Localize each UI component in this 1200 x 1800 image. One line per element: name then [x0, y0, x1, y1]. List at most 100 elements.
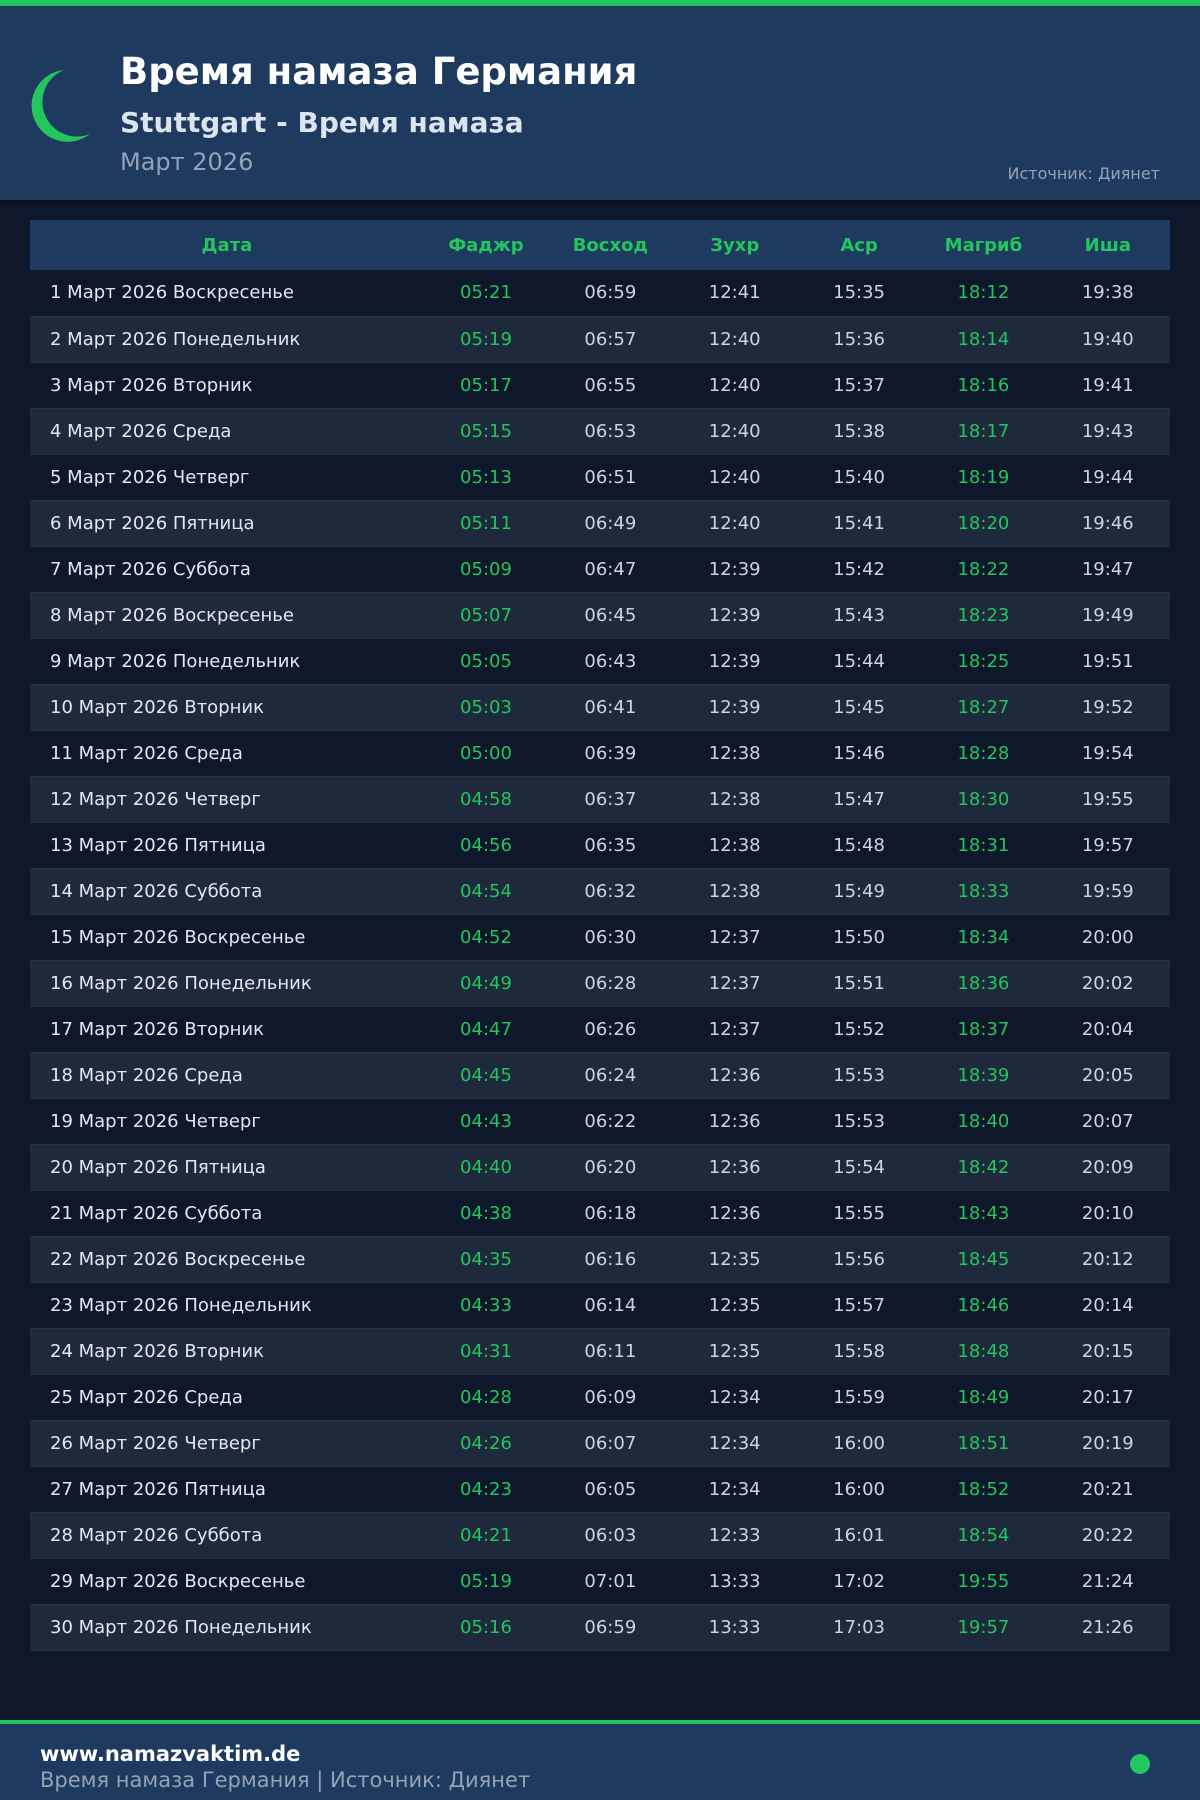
table-row: 26 Март 2026 Четверг 04:26 06:07 12:34 16:00…	[30, 1420, 1170, 1466]
time-cell: 15:56	[833, 1248, 885, 1270]
time-cell: 18:49	[957, 1386, 1010, 1408]
time-cell: 12:38	[708, 742, 761, 764]
page-header: Время намаза Германия Stuttgart - Время …	[0, 6, 1200, 200]
table-row: 13 Март 2026 Пятница 04:56 06:35 12:38 15:48…	[30, 822, 1170, 868]
time-cell: 12:35	[708, 1294, 761, 1316]
time-cell: 18:20	[957, 512, 1010, 534]
table-row: 12 Март 2026 Четверг 04:58 06:37 12:38 15:47…	[30, 776, 1170, 822]
time-cell: 15:58	[833, 1340, 885, 1362]
time-cell: 04:54	[460, 880, 512, 902]
table-row: 15 Март 2026 Воскресенье 04:52 06:30 12:37 1…	[30, 914, 1170, 960]
time-cell: 15:44	[833, 650, 885, 672]
time-cell: 18:48	[957, 1340, 1010, 1362]
date-cell: 20 Март 2026 Пятница	[50, 1156, 266, 1178]
time-cell: 20:00	[1081, 926, 1134, 948]
time-cell: 12:39	[708, 696, 761, 718]
time-cell: 16:00	[833, 1478, 885, 1500]
time-cell: 20:09	[1081, 1156, 1134, 1178]
time-cell: 19:41	[1081, 374, 1134, 396]
column-header: Зухр	[710, 234, 760, 256]
time-cell: 19:38	[1081, 282, 1134, 304]
date-cell: 6 Март 2026 Пятница	[50, 512, 255, 534]
time-cell: 06:57	[584, 328, 637, 350]
date-cell: 4 Март 2026 Среда	[50, 420, 232, 442]
time-cell: 15:35	[833, 282, 885, 304]
column-header: Иша	[1084, 234, 1131, 256]
time-cell: 12:33	[708, 1524, 761, 1546]
time-cell: 15:57	[833, 1294, 885, 1316]
time-cell: 12:37	[708, 972, 761, 994]
date-cell: 19 Март 2026 Четверг	[50, 1110, 261, 1132]
time-cell: 18:37	[957, 1018, 1010, 1040]
time-cell: 18:42	[957, 1156, 1010, 1178]
time-cell: 05:05	[460, 650, 512, 672]
time-cell: 19:57	[1081, 834, 1134, 856]
time-cell: 19:57	[957, 1616, 1010, 1638]
time-cell: 15:53	[833, 1064, 885, 1086]
footer-site-link[interactable]: www.namazvaktim.de	[40, 1742, 301, 1766]
time-cell: 19:52	[1081, 696, 1134, 718]
time-cell: 06:07	[584, 1432, 637, 1454]
table-row: 19 Март 2026 Четверг 04:43 06:22 12:36 15:53…	[30, 1098, 1170, 1144]
time-cell: 12:40	[708, 512, 761, 534]
time-cell: 06:14	[584, 1294, 637, 1316]
green-dot-icon	[1130, 1754, 1150, 1774]
table-row: 21 Март 2026 Суббота 04:38 06:18 12:36 15:55…	[30, 1190, 1170, 1236]
time-cell: 05:21	[460, 282, 512, 304]
time-cell: 18:36	[957, 972, 1010, 994]
top-accent-bar	[0, 0, 1200, 6]
time-cell: 20:22	[1081, 1524, 1134, 1546]
table-row: 14 Март 2026 Суббота 04:54 06:32 12:38 15:49…	[30, 868, 1170, 914]
table-row: 4 Март 2026 Среда 05:15 06:53 12:40 15:38 18:…	[30, 408, 1170, 454]
time-cell: 06:59	[584, 282, 637, 304]
table-row: 18 Март 2026 Среда 04:45 06:24 12:36 15:53 18…	[30, 1052, 1170, 1098]
time-cell: 04:38	[460, 1202, 512, 1224]
time-cell: 06:30	[584, 926, 637, 948]
time-cell: 18:54	[957, 1524, 1010, 1546]
time-cell: 05:15	[460, 420, 512, 442]
date-cell: 17 Март 2026 Вторник	[50, 1018, 264, 1040]
table-row: 16 Март 2026 Понедельник 04:49 06:28 12:37 1…	[30, 960, 1170, 1006]
time-cell: 04:58	[460, 788, 512, 810]
time-cell: 16:01	[833, 1524, 885, 1546]
time-cell: 12:38	[708, 880, 761, 902]
time-cell: 04:40	[460, 1156, 512, 1178]
time-cell: 06:20	[584, 1156, 637, 1178]
time-cell: 06:32	[584, 880, 637, 902]
date-cell: 3 Март 2026 Вторник	[50, 374, 253, 396]
time-cell: 15:59	[833, 1386, 885, 1408]
time-cell: 19:49	[1081, 604, 1134, 626]
time-cell: 18:14	[957, 328, 1010, 350]
time-cell: 12:35	[708, 1248, 761, 1270]
time-cell: 12:41	[708, 282, 761, 304]
time-cell: 04:21	[460, 1524, 512, 1546]
time-cell: 18:17	[957, 420, 1010, 442]
time-cell: 18:34	[957, 926, 1010, 948]
time-cell: 17:02	[833, 1570, 885, 1592]
time-cell: 05:16	[460, 1616, 512, 1638]
time-cell: 18:33	[957, 880, 1010, 902]
time-cell: 04:33	[460, 1294, 512, 1316]
time-cell: 15:41	[833, 512, 885, 534]
crescent-moon-icon	[31, 70, 90, 142]
time-cell: 12:39	[708, 604, 761, 626]
table-row: 3 Март 2026 Вторник 05:17 06:55 12:40 15:37 1…	[30, 362, 1170, 408]
time-cell: 18:28	[957, 742, 1010, 764]
table-row: 20 Март 2026 Пятница 04:40 06:20 12:36 15:54…	[30, 1144, 1170, 1190]
time-cell: 13:33	[708, 1570, 761, 1592]
date-cell: 13 Март 2026 Пятница	[50, 834, 266, 856]
time-cell: 15:50	[833, 926, 885, 948]
time-cell: 20:15	[1081, 1340, 1134, 1362]
time-cell: 15:54	[833, 1156, 885, 1178]
time-cell: 15:55	[833, 1202, 885, 1224]
time-cell: 05:11	[460, 512, 512, 534]
time-cell: 05:09	[460, 558, 512, 580]
table-row: 24 Март 2026 Вторник 04:31 06:11 12:35 15:58…	[30, 1328, 1170, 1374]
time-cell: 15:51	[833, 972, 885, 994]
date-cell: 2 Март 2026 Понедельник	[50, 328, 301, 350]
month-label: Март 2026	[120, 148, 254, 176]
time-cell: 20:17	[1081, 1386, 1134, 1408]
column-header: Дата	[201, 234, 253, 256]
time-cell: 06:03	[584, 1524, 637, 1546]
table-row: 11 Март 2026 Среда 05:00 06:39 12:38 15:46 18…	[30, 730, 1170, 776]
